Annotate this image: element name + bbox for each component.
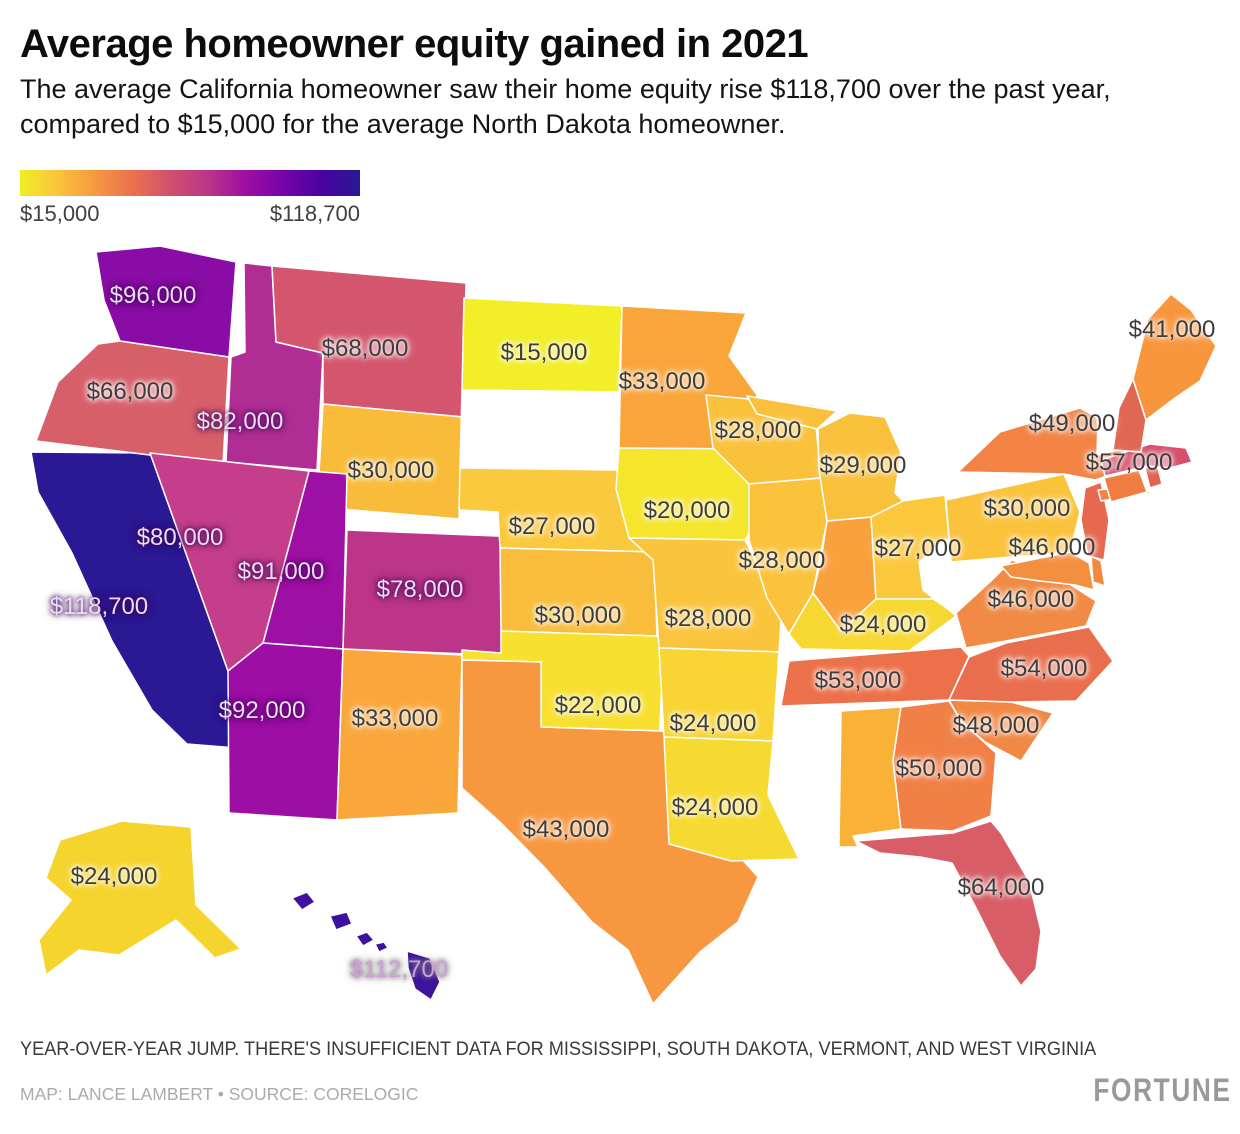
state-shape-DE[interactable] (1090, 555, 1106, 587)
state-shape-WA[interactable] (95, 245, 237, 358)
legend-labels: $15,000 $118,700 (20, 201, 360, 227)
state-shape-MA[interactable] (1100, 443, 1193, 477)
color-scale-legend: $15,000 $118,700 (20, 170, 360, 227)
legend-gradient-bar (20, 170, 360, 196)
state-shape-NC[interactable] (948, 626, 1114, 703)
state-shape-NH[interactable] (1112, 378, 1147, 453)
state-shape-SD[interactable] (459, 389, 620, 471)
state-shape-AZ[interactable] (227, 642, 344, 821)
state-shape-AL[interactable] (838, 706, 902, 848)
state-shape-MO[interactable] (628, 537, 782, 653)
footer-note: YEAR-OVER-YEAR JUMP. THERE'S INSUFFICIEN… (20, 1038, 1097, 1060)
state-shape-KY[interactable] (788, 592, 957, 652)
state-shape-AR[interactable] (658, 647, 780, 742)
state-shape-OR[interactable] (35, 340, 230, 465)
state-shape-TN[interactable] (780, 646, 970, 707)
page-subtitle: The average California homeowner saw the… (20, 74, 1111, 140)
state-shape-CT[interactable] (1103, 469, 1148, 503)
state-shape-HI[interactable] (291, 891, 441, 1001)
footer-credit: MAP: LANCE LAMBERT • SOURCE: CORELOGIC (20, 1084, 419, 1104)
state-shape-KS[interactable] (499, 547, 658, 637)
state-shape-MI[interactable] (746, 395, 904, 522)
state-shape-PA[interactable] (945, 473, 1081, 563)
legend-min-label: $15,000 (20, 201, 100, 226)
state-shape-MD[interactable] (1000, 551, 1095, 591)
state-shape-NM[interactable] (336, 648, 463, 821)
fortune-logo: FORTUNE (1093, 1072, 1232, 1108)
state-shape-MS[interactable] (786, 710, 842, 848)
state-shape-WV[interactable] (918, 538, 990, 614)
legend-max-label: $118,700 (269, 201, 360, 226)
state-shape-CO[interactable] (342, 529, 522, 657)
state-shape-AK[interactable] (38, 820, 242, 976)
state-shape-FL[interactable] (855, 820, 1042, 987)
state-shape-ND[interactable] (461, 297, 623, 393)
state-shape-LA[interactable] (663, 736, 800, 862)
page-title: Average homeowner equity gained in 2021 (20, 22, 809, 66)
state-shape-ME[interactable] (1132, 293, 1217, 421)
